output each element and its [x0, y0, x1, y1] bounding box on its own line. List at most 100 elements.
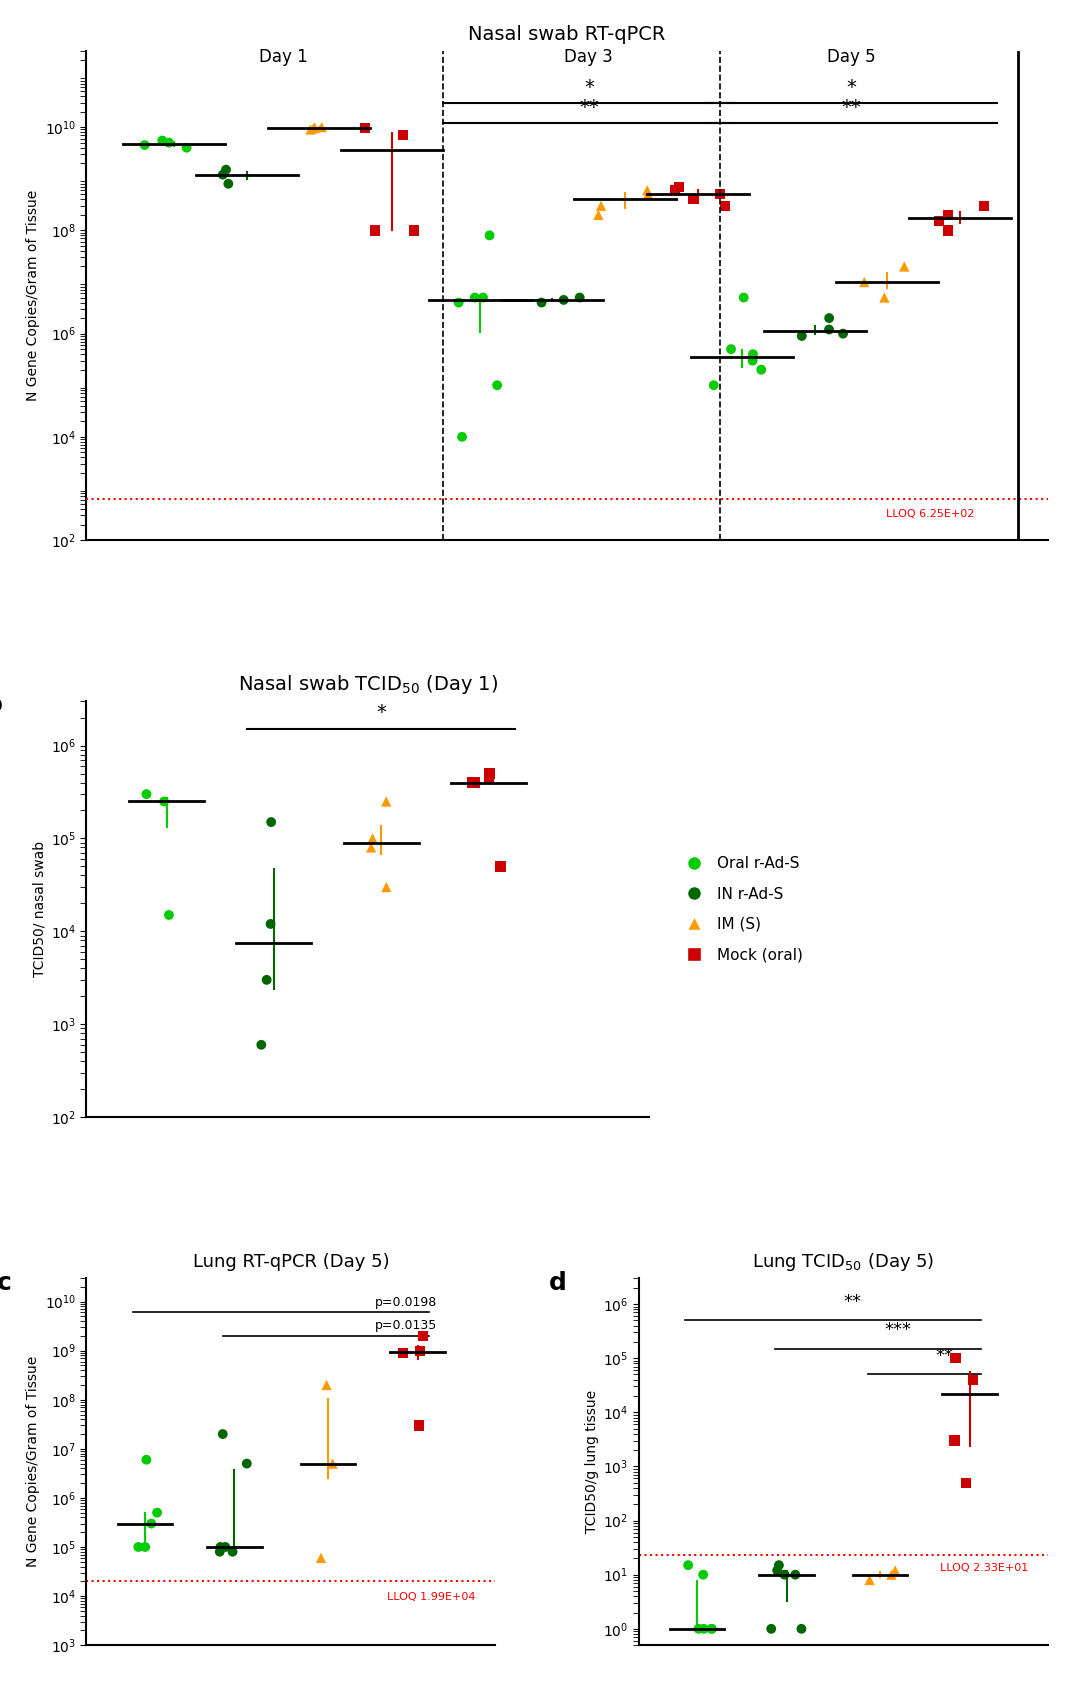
Point [378, 873, 395, 901]
Point [324, 1450, 341, 1477]
Text: LLOQ 6.25E+02: LLOQ 6.25E+02 [887, 509, 975, 519]
Text: Day 3: Day 3 [565, 49, 613, 66]
Point [394, 1340, 411, 1367]
Point [214, 161, 231, 188]
Point [219, 170, 237, 197]
Point [694, 1560, 712, 1587]
Point [211, 1538, 228, 1565]
Point [775, 1560, 793, 1587]
Text: **: ** [843, 1292, 862, 1311]
Point [964, 1367, 982, 1394]
Point [712, 181, 729, 209]
Point [716, 192, 733, 219]
Title: Lung RT-qPCR (Day 5): Lung RT-qPCR (Day 5) [192, 1253, 389, 1270]
Point [947, 1345, 964, 1372]
Point [793, 1615, 810, 1642]
Point [481, 760, 498, 787]
Point [394, 122, 411, 149]
Point [821, 305, 838, 332]
Point [474, 283, 491, 310]
Legend: Oral r-Ad-S, IN r-Ad-S, IM (S), Mock (oral): Oral r-Ad-S, IN r-Ad-S, IM (S), Mock (or… [673, 850, 809, 968]
Point [703, 1615, 720, 1642]
Y-axis label: N Gene Copies/Gram of Tissue: N Gene Copies/Gram of Tissue [26, 190, 40, 402]
Point [930, 207, 947, 234]
Point [940, 217, 957, 244]
Text: d: d [549, 1270, 567, 1294]
Point [481, 765, 498, 792]
Point [136, 132, 153, 159]
Text: LLOQ 1.99E+04: LLOQ 1.99E+04 [388, 1593, 476, 1603]
Point [895, 253, 913, 280]
Title: Lung TCID$_{50}$ (Day 5): Lung TCID$_{50}$ (Day 5) [752, 1252, 934, 1274]
Text: p=0.0135: p=0.0135 [375, 1319, 437, 1331]
Point [861, 1567, 878, 1594]
Point [262, 809, 280, 836]
Point [312, 1545, 329, 1572]
Point [313, 114, 330, 141]
Point [411, 1336, 429, 1364]
Point [378, 789, 395, 816]
Point [305, 115, 322, 142]
Point [364, 824, 381, 851]
Point [723, 336, 740, 363]
Text: p=0.0198: p=0.0198 [375, 1296, 437, 1309]
Point [138, 1447, 156, 1474]
Point [488, 371, 505, 399]
Point [306, 114, 323, 141]
Point [212, 1533, 229, 1560]
Point [467, 283, 484, 310]
Text: **: ** [579, 98, 598, 117]
Point [786, 1560, 804, 1587]
Text: Day 1: Day 1 [258, 49, 308, 66]
Title: Nasal swab RT-qPCR: Nasal swab RT-qPCR [469, 25, 665, 44]
Point [958, 1469, 975, 1496]
Text: LLOQ 2.33E+01: LLOQ 2.33E+01 [940, 1564, 1028, 1574]
Point [762, 1615, 780, 1642]
Text: c: c [0, 1270, 11, 1294]
Point [160, 901, 177, 928]
Point [876, 283, 893, 310]
Y-axis label: TCID50/g lung tissue: TCID50/g lung tissue [584, 1391, 598, 1533]
Point [143, 1509, 160, 1537]
Point [744, 348, 761, 375]
Text: *: * [376, 702, 386, 722]
Point [156, 789, 173, 816]
Point [217, 1533, 234, 1560]
Point [887, 1557, 904, 1584]
Point [770, 1552, 787, 1579]
Point [224, 1538, 241, 1565]
Point [136, 1533, 153, 1560]
Point [793, 322, 810, 349]
Point [590, 202, 607, 229]
Point [946, 1426, 963, 1453]
Point [855, 268, 873, 295]
Point [753, 356, 770, 383]
Point [821, 315, 838, 343]
Point [253, 1031, 270, 1058]
Point [679, 1552, 697, 1579]
Point [261, 911, 279, 938]
Point [464, 768, 482, 795]
Point [160, 129, 177, 156]
Point [666, 176, 684, 204]
Point [703, 1615, 720, 1642]
Point [491, 853, 509, 880]
Point [356, 115, 374, 142]
Point [258, 967, 275, 994]
Point [454, 424, 471, 451]
Text: Day 5: Day 5 [826, 49, 875, 66]
Point [130, 1533, 147, 1560]
Text: *: * [846, 78, 856, 97]
Point [467, 768, 484, 795]
Point [940, 202, 957, 229]
Point [975, 192, 993, 219]
Y-axis label: N Gene Copies/Gram of Tissue: N Gene Copies/Gram of Tissue [26, 1357, 40, 1567]
Text: b: b [0, 694, 3, 717]
Point [638, 176, 656, 204]
Text: **: ** [841, 98, 861, 117]
Title: Nasal swab TCID$_{50}$ (Day 1): Nasal swab TCID$_{50}$ (Day 1) [238, 673, 498, 695]
Point [148, 1499, 165, 1526]
Point [406, 217, 423, 244]
Point [532, 288, 550, 315]
Point [593, 192, 610, 219]
